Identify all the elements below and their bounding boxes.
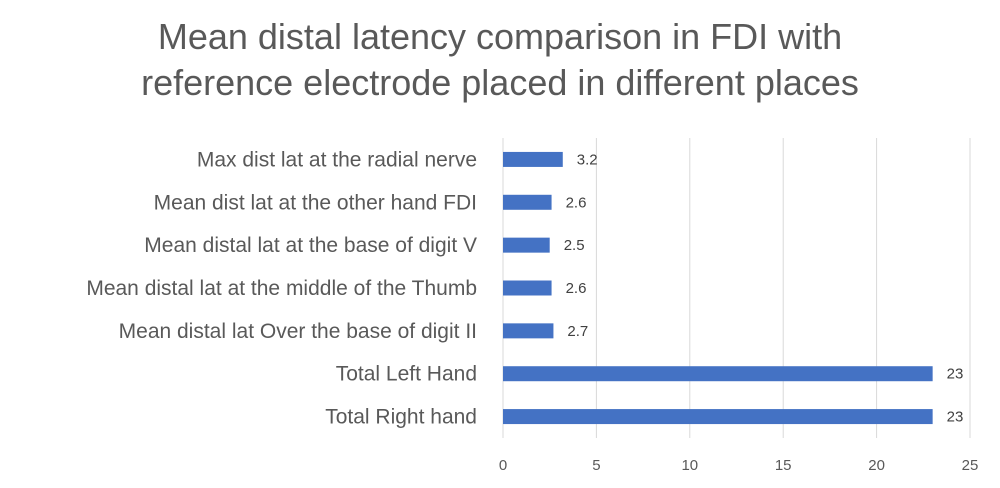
x-tick-label: 15 (775, 457, 792, 474)
bar (503, 323, 554, 339)
data-label: 3.2 (577, 151, 598, 168)
x-tick-label: 5 (592, 457, 600, 474)
category-label: Total Right hand (325, 406, 477, 429)
data-label: 2.6 (566, 280, 587, 297)
category-label: Max dist lat at the radial nerve (197, 148, 477, 171)
data-label: 2.5 (564, 237, 585, 254)
bar (503, 151, 563, 167)
category-label: Mean distal lat at the base of digit V (144, 234, 477, 257)
data-label: 23 (947, 366, 964, 383)
bar (503, 194, 552, 210)
bar (503, 366, 933, 382)
data-label: 2.7 (567, 323, 588, 340)
category-label: Total Left Hand (336, 363, 477, 386)
x-tick-label: 20 (868, 457, 885, 474)
category-label: Mean dist lat at the other hand FDI (154, 191, 477, 214)
x-tick-label: 10 (681, 457, 698, 474)
x-tick-label: 0 (499, 457, 507, 474)
data-labels: 3.2 2.6 2.5 2.6 2.7 23 23 (564, 151, 964, 425)
bar (503, 237, 550, 253)
chart-title-line-2: reference electrode placed in different … (141, 62, 859, 103)
chart-title: Mean distal latency comparison in FDI wi… (0, 14, 1000, 106)
chart-title-line-1: Mean distal latency comparison in FDI wi… (157, 16, 843, 57)
category-label: Mean distal lat Over the base of digit I… (119, 320, 477, 343)
x-tick-labels: 0 5 10 15 20 25 (499, 457, 979, 474)
bar (503, 409, 933, 425)
bars (503, 151, 933, 425)
x-tick-label: 25 (962, 457, 979, 474)
category-labels: Max dist lat at the radial nerve Mean dis… (86, 148, 477, 428)
data-label: 2.6 (566, 194, 587, 211)
category-label: Mean distal lat at the middle of the Thu… (86, 277, 477, 300)
bar (503, 280, 552, 296)
data-label: 23 (947, 409, 964, 426)
